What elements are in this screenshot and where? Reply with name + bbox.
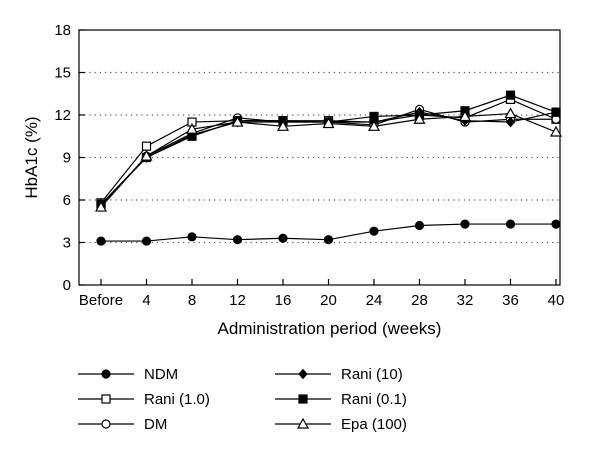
data-point-4-10 — [551, 107, 561, 117]
data-point-5-1 — [140, 149, 153, 161]
x-tick-label: 20 — [320, 292, 337, 309]
data-point-0-7 — [414, 220, 425, 231]
y-tick-label: 3 — [63, 235, 71, 252]
x-tick-label: 32 — [457, 292, 474, 309]
data-point-4-9 — [505, 90, 516, 100]
y-tick-label: 15 — [54, 65, 71, 82]
data-point-0-0 — [96, 236, 106, 246]
x-tick-label: Before — [79, 292, 123, 309]
data-point-0-4 — [278, 233, 288, 243]
data-point-0-5 — [323, 235, 334, 245]
x-axis-title: Administration period (weeks) — [218, 319, 442, 338]
data-point-5-0 — [94, 200, 108, 212]
legend-label-1: Rani (1.0) — [144, 391, 210, 408]
data-point-5-10 — [549, 125, 563, 137]
x-tick-label: 4 — [142, 292, 150, 309]
legend-marker-2 — [101, 419, 111, 429]
data-point-0-6 — [369, 226, 379, 236]
y-tick-label: 9 — [63, 150, 71, 167]
x-tick-label: 40 — [548, 292, 565, 309]
data-point-5-7 — [413, 113, 426, 124]
x-tick-label: 16 — [275, 292, 292, 309]
legend-label-0: NDM — [144, 366, 178, 383]
x-tick-label: 12 — [229, 292, 246, 309]
data-point-5-6 — [367, 120, 381, 131]
legend-marker-4 — [298, 394, 308, 404]
legend-label-5: Epa (100) — [341, 416, 407, 433]
data-point-0-8 — [460, 219, 470, 229]
data-point-3-9 — [505, 116, 516, 128]
y-axis-title: HbA1c (%) — [22, 116, 41, 198]
data-point-0-9 — [505, 219, 516, 229]
data-point-4-6 — [369, 111, 379, 122]
legend-marker-1 — [101, 394, 111, 404]
x-tick-label: 24 — [366, 292, 383, 309]
legend-marker-0 — [101, 369, 111, 379]
data-point-5-2 — [185, 122, 199, 134]
y-tick-label: 6 — [63, 192, 71, 209]
x-tick-label: 8 — [188, 292, 196, 309]
data-point-0-1 — [141, 236, 152, 246]
data-point-0-10 — [551, 219, 561, 229]
data-point-0-2 — [187, 232, 197, 242]
y-tick-label: 12 — [54, 107, 71, 124]
legend-label-2: DM — [144, 416, 167, 433]
x-tick-label: 28 — [411, 292, 428, 309]
legend-label-4: Rani (0.1) — [341, 391, 407, 408]
data-point-5-5 — [322, 117, 335, 129]
data-point-5-4 — [276, 120, 290, 131]
data-point-5-3 — [231, 115, 244, 127]
legend-marker-3 — [298, 368, 308, 380]
data-point-5-9 — [504, 107, 517, 119]
data-point-0-3 — [232, 235, 243, 245]
y-tick-label: 0 — [63, 277, 71, 294]
y-tick-label: 18 — [54, 22, 71, 39]
data-point-5-8 — [458, 110, 472, 122]
legend-label-3: Rani (10) — [341, 366, 403, 383]
series-line-4 — [100, 94, 557, 205]
legend-marker-5 — [296, 417, 310, 429]
data-point-1-1 — [141, 141, 152, 151]
x-tick-label: 36 — [502, 292, 519, 309]
